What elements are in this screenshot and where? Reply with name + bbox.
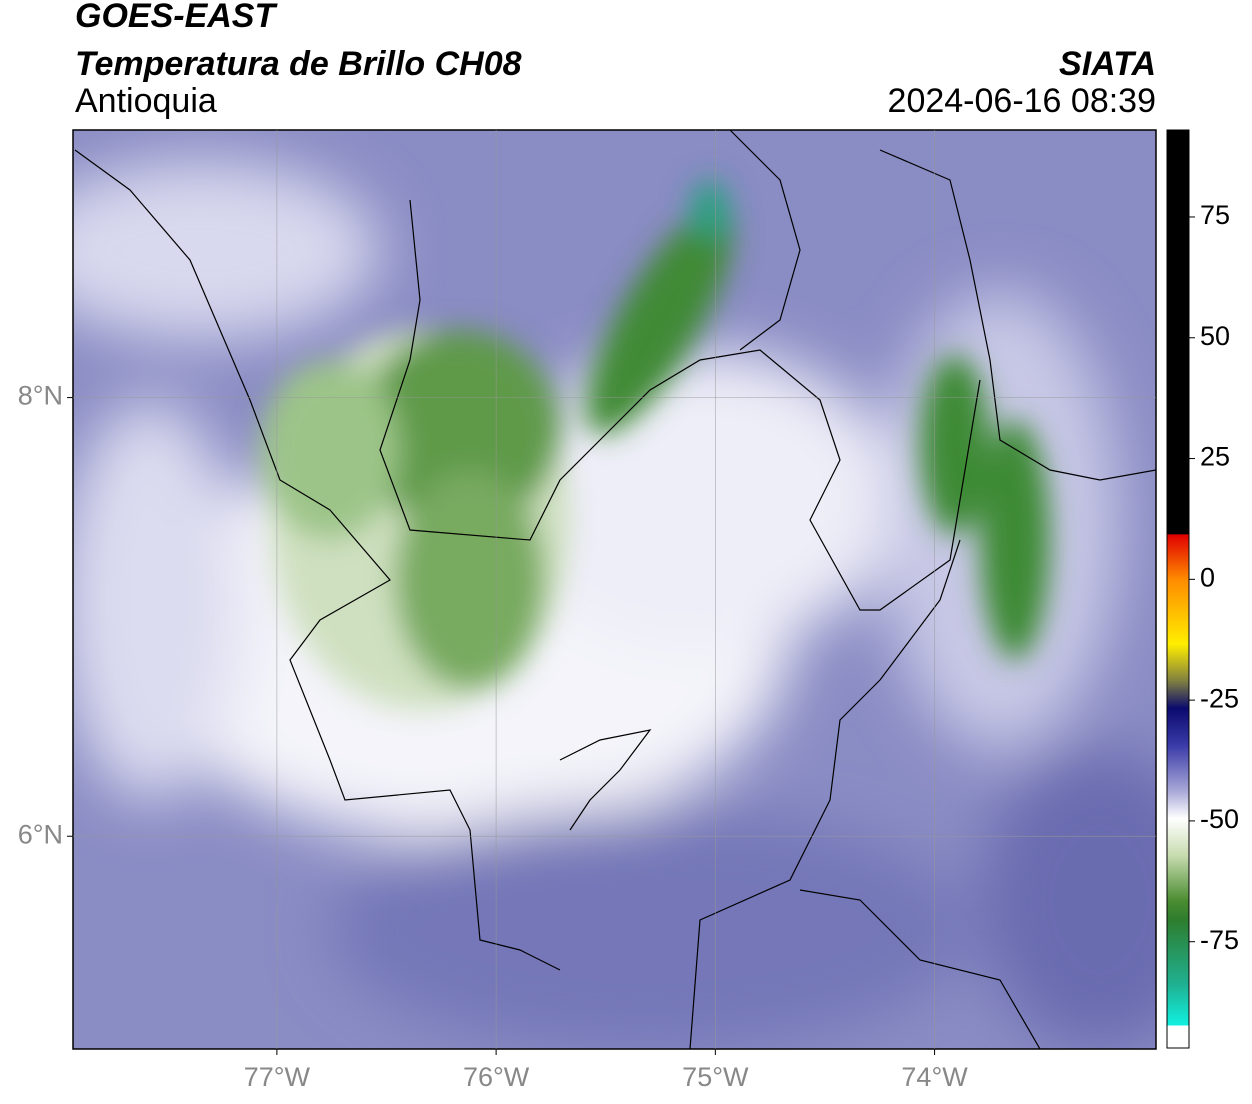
map-frame bbox=[72, 129, 1157, 1050]
colorbar-tick-label: -75 bbox=[1200, 925, 1239, 955]
x-tick-label: 76°W bbox=[463, 1062, 530, 1092]
colorbar-tick-label: -50 bbox=[1200, 804, 1239, 834]
colorbar-tick-label: 25 bbox=[1200, 442, 1230, 472]
colorbar-tick-label: -25 bbox=[1200, 683, 1239, 713]
colorbar bbox=[1166, 129, 1190, 1049]
region: Antioquia bbox=[75, 82, 217, 120]
satellite: GOES-EAST bbox=[75, 0, 278, 35]
colorbar-tick-label: 75 bbox=[1200, 200, 1230, 230]
x-tick-label: 74°W bbox=[901, 1062, 968, 1092]
colorbar-tick-label: 50 bbox=[1200, 321, 1230, 351]
map-image bbox=[73, 130, 1156, 1049]
colorbar-tick-label: 0 bbox=[1200, 562, 1215, 592]
product: Temperatura de Brillo CH08 bbox=[75, 45, 522, 83]
y-tick-label: 8°N bbox=[18, 381, 63, 411]
datetime: 2024-06-16 08:39 bbox=[888, 82, 1156, 120]
x-tick-label: 75°W bbox=[682, 1062, 749, 1092]
x-tick-label: 77°W bbox=[244, 1062, 311, 1092]
source: SIATA bbox=[1059, 45, 1156, 83]
y-tick-label: 6°N bbox=[18, 819, 63, 849]
